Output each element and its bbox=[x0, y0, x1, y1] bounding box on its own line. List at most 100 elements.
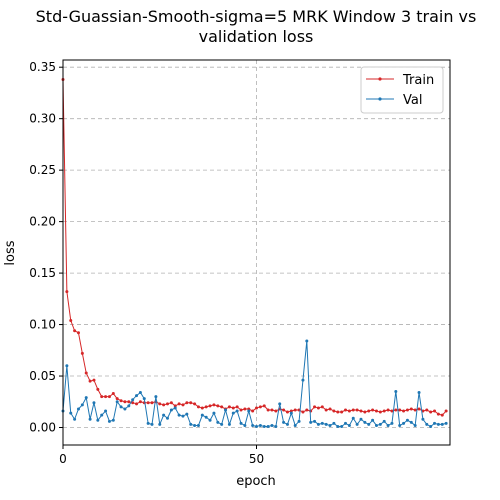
train-point bbox=[150, 401, 154, 405]
train-point bbox=[433, 409, 437, 413]
x-tick-label: 0 bbox=[59, 452, 67, 466]
train-point bbox=[169, 401, 173, 405]
val-point bbox=[150, 422, 154, 426]
train-point bbox=[96, 387, 100, 391]
val-point bbox=[115, 400, 119, 404]
chart-title-line-2: validation loss bbox=[199, 27, 314, 46]
train-point bbox=[274, 409, 278, 413]
train-point bbox=[363, 410, 367, 414]
train-point bbox=[344, 408, 348, 412]
train-point bbox=[258, 405, 262, 409]
val-point bbox=[177, 413, 181, 417]
y-tick-label: 0.30 bbox=[29, 112, 56, 126]
train-point bbox=[328, 407, 332, 411]
val-point bbox=[421, 417, 425, 421]
train-point bbox=[320, 405, 324, 409]
val-point bbox=[363, 420, 367, 424]
val-point bbox=[193, 423, 197, 427]
val-point bbox=[301, 378, 305, 382]
train-point bbox=[239, 408, 243, 412]
train-point bbox=[200, 406, 204, 410]
train-point bbox=[282, 408, 286, 412]
val-point bbox=[332, 421, 336, 425]
val-point bbox=[251, 423, 255, 427]
val-point bbox=[255, 424, 258, 428]
train-point bbox=[405, 408, 409, 412]
legend: Train Val bbox=[360, 66, 444, 114]
val-point bbox=[107, 419, 111, 423]
val-point bbox=[394, 389, 398, 393]
val-point bbox=[123, 407, 127, 411]
train-point bbox=[390, 409, 394, 413]
val-point bbox=[235, 409, 239, 413]
train-point bbox=[107, 395, 111, 399]
val-point bbox=[274, 424, 278, 428]
val-point bbox=[413, 423, 417, 427]
val-point bbox=[378, 422, 382, 426]
legend-val-marker bbox=[378, 97, 382, 101]
val-point bbox=[146, 421, 150, 425]
y-tick-label: 0.00 bbox=[29, 421, 56, 435]
val-point bbox=[359, 417, 363, 421]
train-point bbox=[247, 407, 251, 411]
train-point bbox=[138, 400, 142, 404]
val-point bbox=[119, 405, 123, 409]
val-point bbox=[293, 423, 297, 427]
train-point bbox=[115, 397, 119, 401]
val-point bbox=[402, 421, 406, 425]
train-point bbox=[266, 408, 270, 412]
val-point bbox=[320, 421, 324, 425]
val-point bbox=[285, 422, 289, 426]
train-point bbox=[135, 402, 139, 406]
val-point bbox=[382, 419, 386, 423]
val-point bbox=[297, 419, 301, 423]
val-point bbox=[433, 421, 437, 425]
train-point bbox=[332, 409, 336, 413]
train-point bbox=[208, 404, 212, 408]
val-point bbox=[355, 422, 359, 426]
val-point bbox=[258, 423, 262, 427]
train-point bbox=[65, 290, 69, 294]
x-tick-label: 50 bbox=[249, 452, 264, 466]
train-point bbox=[131, 401, 135, 405]
train-point bbox=[289, 409, 293, 413]
train-point bbox=[189, 401, 193, 405]
train-point bbox=[196, 405, 200, 409]
val-point bbox=[440, 422, 444, 426]
val-point bbox=[208, 418, 212, 422]
val-point bbox=[371, 418, 375, 422]
chart-title: Std-Guassian-Smooth-sigma=5 MRK Window 3… bbox=[36, 7, 477, 46]
y-tick-label: 0.10 bbox=[29, 318, 56, 332]
val-point bbox=[347, 423, 351, 427]
y-tick-label: 0.20 bbox=[29, 215, 56, 229]
train-point bbox=[73, 329, 77, 333]
train-point bbox=[162, 403, 166, 407]
val-point bbox=[111, 418, 115, 422]
val-point bbox=[96, 418, 100, 422]
train-point bbox=[193, 402, 197, 406]
train-point bbox=[104, 395, 108, 399]
val-point bbox=[69, 411, 73, 415]
train-point bbox=[255, 406, 258, 410]
val-point bbox=[216, 420, 220, 424]
val-point bbox=[324, 422, 328, 426]
val-point bbox=[417, 391, 421, 394]
y-tick-label: 0.35 bbox=[29, 60, 56, 74]
train-point bbox=[231, 406, 235, 410]
train-point bbox=[76, 331, 80, 335]
train-point bbox=[340, 410, 344, 414]
train-point bbox=[313, 405, 317, 409]
val-point bbox=[316, 422, 320, 426]
val-point bbox=[386, 423, 390, 427]
train-point bbox=[235, 405, 239, 409]
val-point bbox=[278, 402, 282, 406]
val-point bbox=[200, 413, 204, 417]
train-point bbox=[285, 410, 289, 414]
val-point bbox=[181, 414, 185, 418]
train-point bbox=[146, 401, 150, 405]
val-point bbox=[127, 404, 131, 408]
train-point bbox=[69, 318, 73, 322]
train-point bbox=[80, 351, 84, 355]
val-point bbox=[351, 416, 355, 420]
val-point bbox=[165, 416, 169, 420]
